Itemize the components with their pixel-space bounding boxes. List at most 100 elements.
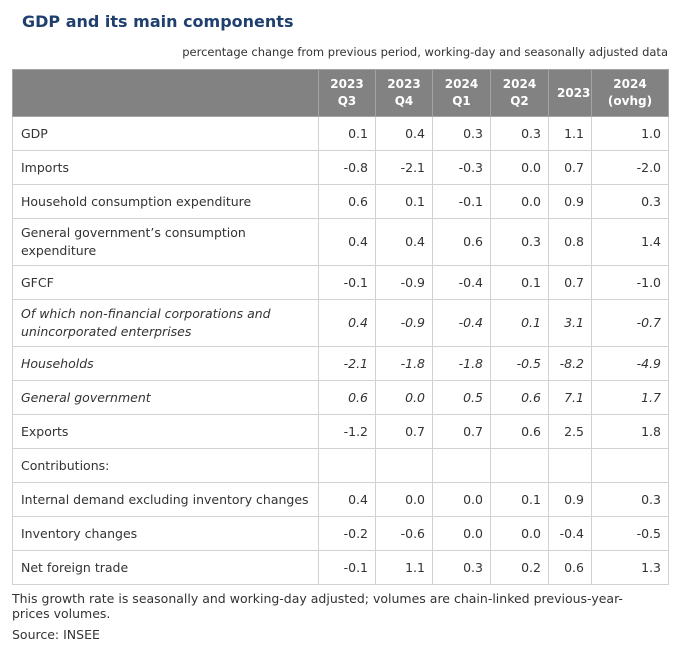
cell-value: 0.8 [548,218,592,266]
column-header: 2023 Q3 [318,69,376,117]
table-row: General government 0.6 0.0 0.5 0.6 7.1 1… [12,380,669,415]
cell-value [432,448,491,483]
table-row: Net foreign trade -0.1 1.1 0.3 0.2 0.6 1… [12,550,669,585]
cell-value: 0.0 [490,150,549,185]
cell-value: -0.1 [432,184,491,219]
cell-value: 0.6 [548,550,592,585]
cell-value: 0.0 [490,516,549,551]
cell-value: 0.3 [432,550,491,585]
header-label-cell [12,69,319,117]
cell-value: 0.0 [375,482,433,517]
cell-value: -1.2 [318,414,376,449]
cell-value: -0.5 [591,516,669,551]
gdp-components-table: 2023 Q3 2023 Q4 2024 Q1 2024 Q2 2023 2024 (ov… [12,69,669,585]
cell-value [375,448,433,483]
cell-value: -0.4 [432,299,491,347]
table-row: Exports -1.2 0.7 0.7 0.6 2.5 1.8 [12,414,669,449]
footnote: This growth rate is seasonally and worki… [12,591,623,621]
row-label: GFCF [12,265,319,300]
cell-value: -0.5 [490,346,549,381]
cell-value: 1.1 [375,550,433,585]
row-label: General government’s consumption expendi… [12,218,319,266]
cell-value: 0.1 [318,116,376,151]
cell-value: -1.0 [591,265,669,300]
table-row: GDP 0.1 0.4 0.3 0.3 1.1 1.0 [12,116,669,151]
row-label: Exports [12,414,319,449]
cell-value: 0.0 [375,380,433,415]
column-header: 2024 Q1 [432,69,491,117]
cell-value: 0.7 [375,414,433,449]
cell-value: 0.3 [432,116,491,151]
cell-value: -0.1 [318,550,376,585]
cell-value [318,448,376,483]
cell-value: 0.3 [591,482,669,517]
table-row: Internal demand excluding inventory chan… [12,482,669,517]
cell-value: 0.6 [318,184,376,219]
cell-value: 0.6 [490,414,549,449]
row-label: Households [12,346,319,381]
cell-value: 0.4 [318,218,376,266]
column-header: 2023 Q4 [375,69,433,117]
cell-value: 1.3 [591,550,669,585]
cell-value: 0.6 [318,380,376,415]
cell-value: -0.4 [432,265,491,300]
table-row: Of which non-financial corporations and … [12,299,669,347]
cell-value: 0.0 [432,516,491,551]
cell-value: -0.9 [375,265,433,300]
cell-value: 0.5 [432,380,491,415]
row-label: Imports [12,150,319,185]
cell-value: 0.7 [432,414,491,449]
cell-value: -0.3 [432,150,491,185]
cell-value: -0.1 [318,265,376,300]
cell-value: -0.2 [318,516,376,551]
column-header: 2024 Q2 [490,69,549,117]
cell-value: -0.4 [548,516,592,551]
cell-value [591,448,669,483]
table-row: Household consumption expenditure 0.6 0.… [12,184,669,219]
cell-value: 7.1 [548,380,592,415]
cell-value: 0.4 [318,299,376,347]
cell-value: -0.9 [375,299,433,347]
cell-value: 0.1 [375,184,433,219]
row-label: GDP [12,116,319,151]
cell-value: -2.1 [375,150,433,185]
column-header: 2024 (ovhg) [591,69,669,117]
cell-value: 1.4 [591,218,669,266]
cell-value: 0.6 [432,218,491,266]
header-row: 2023 Q3 2023 Q4 2024 Q1 2024 Q2 2023 2024 (ov… [12,69,669,117]
cell-value: 0.4 [375,116,433,151]
table-row: Inventory changes -0.2 -0.6 0.0 0.0 -0.4… [12,516,669,551]
cell-value: 0.1 [490,265,549,300]
table-row: Households -2.1 -1.8 -1.8 -0.5 -8.2 -4.9 [12,346,669,381]
cell-value: 0.3 [591,184,669,219]
table-title: GDP and its main components [22,12,294,31]
cell-value: 2.5 [548,414,592,449]
table-row: General government’s consumption expendi… [12,218,669,266]
cell-value: 0.1 [490,299,549,347]
cell-value: 1.1 [548,116,592,151]
cell-value: -0.7 [591,299,669,347]
cell-value: 0.2 [490,550,549,585]
cell-value: 0.7 [548,150,592,185]
table-row: Imports -0.8 -2.1 -0.3 0.0 0.7 -2.0 [12,150,669,185]
cell-value: 0.1 [490,482,549,517]
row-label: General government [12,380,319,415]
cell-value: -2.1 [318,346,376,381]
table-row: Contributions: [12,448,669,483]
cell-value: 0.9 [548,482,592,517]
row-label: Net foreign trade [12,550,319,585]
column-header: 2023 [548,69,592,117]
cell-value: -8.2 [548,346,592,381]
cell-value: 0.3 [490,218,549,266]
cell-value: -2.0 [591,150,669,185]
row-label: Of which non-financial corporations and … [12,299,319,347]
source-line: Source: INSEE [12,627,100,642]
table-subtitle: percentage change from previous period, … [182,45,668,59]
cell-value: 1.7 [591,380,669,415]
cell-value [548,448,592,483]
cell-value: -0.6 [375,516,433,551]
cell-value: 0.9 [548,184,592,219]
cell-value: 0.0 [490,184,549,219]
cell-value: 0.6 [490,380,549,415]
cell-value: 0.7 [548,265,592,300]
